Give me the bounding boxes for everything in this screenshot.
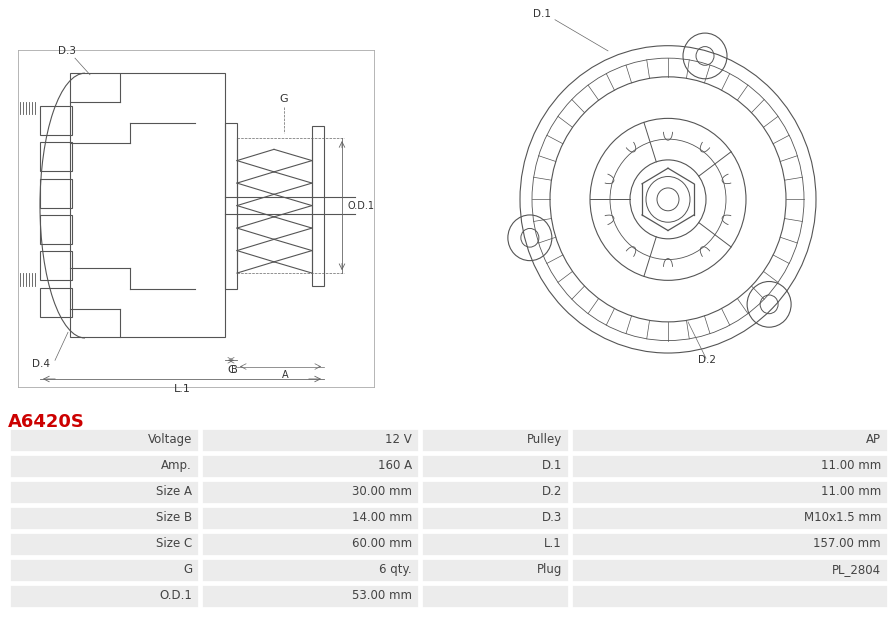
Text: 160 A: 160 A xyxy=(378,459,412,472)
Text: AP: AP xyxy=(866,433,881,446)
Bar xyxy=(201,584,419,608)
Bar xyxy=(571,480,888,504)
Bar xyxy=(9,454,199,478)
Text: B: B xyxy=(230,364,237,375)
Text: M10x1.5 mm: M10x1.5 mm xyxy=(804,511,881,525)
Bar xyxy=(70,73,225,338)
Text: D.2: D.2 xyxy=(698,355,716,366)
Text: Size B: Size B xyxy=(156,511,192,525)
Bar xyxy=(421,454,569,478)
Text: 12 V: 12 V xyxy=(385,433,412,446)
Text: 157.00 mm: 157.00 mm xyxy=(813,538,881,550)
Text: PL_2804: PL_2804 xyxy=(832,563,881,576)
Bar xyxy=(9,480,199,504)
Bar xyxy=(201,532,419,556)
Bar xyxy=(225,123,237,288)
Bar xyxy=(40,251,72,280)
Bar xyxy=(201,454,419,478)
Text: 11.00 mm: 11.00 mm xyxy=(821,485,881,498)
Bar xyxy=(312,126,324,285)
Bar xyxy=(9,428,199,452)
Text: G: G xyxy=(183,563,192,576)
Bar xyxy=(201,558,419,582)
Text: A6420S: A6420S xyxy=(8,413,84,430)
Text: 60.00 mm: 60.00 mm xyxy=(352,538,412,550)
Text: D.4: D.4 xyxy=(32,358,50,369)
Text: A: A xyxy=(282,370,289,380)
Bar xyxy=(40,142,72,171)
Bar xyxy=(421,584,569,608)
Text: D.3: D.3 xyxy=(58,46,76,56)
Bar xyxy=(421,428,569,452)
Bar xyxy=(40,179,72,207)
Text: Voltage: Voltage xyxy=(148,433,192,446)
Text: D.3: D.3 xyxy=(541,511,562,525)
Text: Amp.: Amp. xyxy=(161,459,192,472)
Text: O.D.1: O.D.1 xyxy=(347,201,374,211)
Bar xyxy=(9,584,199,608)
Bar xyxy=(421,480,569,504)
Bar xyxy=(9,532,199,556)
Bar xyxy=(421,558,569,582)
Bar xyxy=(9,506,199,530)
Bar xyxy=(40,106,72,135)
Bar xyxy=(571,532,888,556)
Text: 6 qty.: 6 qty. xyxy=(380,563,412,576)
Text: L.1: L.1 xyxy=(544,538,562,550)
Text: Pulley: Pulley xyxy=(527,433,562,446)
Text: 14.00 mm: 14.00 mm xyxy=(352,511,412,525)
Bar xyxy=(201,506,419,530)
Text: 30.00 mm: 30.00 mm xyxy=(352,485,412,498)
Text: D.1: D.1 xyxy=(541,459,562,472)
Text: L.1: L.1 xyxy=(173,384,190,394)
Bar xyxy=(571,558,888,582)
Bar xyxy=(571,454,888,478)
Text: Size C: Size C xyxy=(156,538,192,550)
Bar xyxy=(9,558,199,582)
Text: O.D.1: O.D.1 xyxy=(159,589,192,602)
Text: 11.00 mm: 11.00 mm xyxy=(821,459,881,472)
Text: Plug: Plug xyxy=(537,563,562,576)
Bar xyxy=(571,584,888,608)
Text: Size A: Size A xyxy=(156,485,192,498)
Bar xyxy=(40,215,72,244)
Bar xyxy=(571,506,888,530)
Text: C: C xyxy=(227,364,235,375)
Bar xyxy=(571,428,888,452)
Bar xyxy=(421,506,569,530)
Text: G: G xyxy=(280,93,288,104)
Bar xyxy=(40,288,72,316)
Bar xyxy=(201,428,419,452)
Text: D.1: D.1 xyxy=(533,9,551,19)
Text: D.2: D.2 xyxy=(541,485,562,498)
Bar xyxy=(421,532,569,556)
Bar xyxy=(201,480,419,504)
Text: 53.00 mm: 53.00 mm xyxy=(352,589,412,602)
